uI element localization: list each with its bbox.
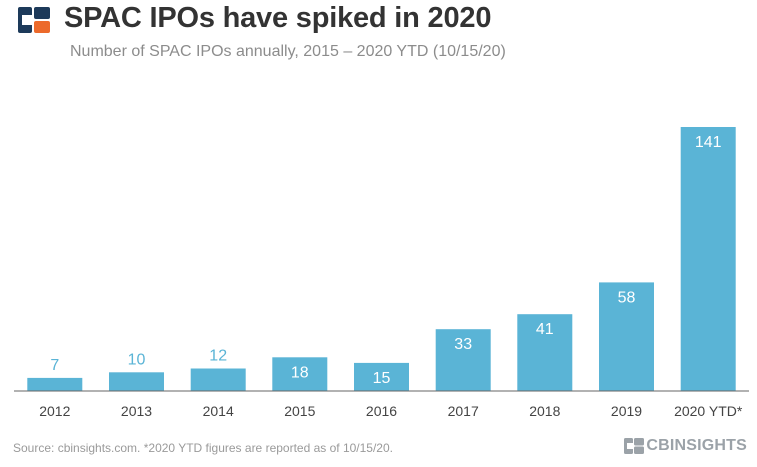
x-tick-label: 2012	[39, 403, 70, 419]
bar-2016	[354, 362, 409, 391]
bar-2018	[517, 314, 573, 391]
x-tick-label: 2014	[203, 403, 234, 419]
page-title: SPAC IPOs have spiked in 2020	[64, 2, 492, 34]
x-tick-label: 2013	[121, 403, 152, 419]
bar-2015	[272, 357, 328, 391]
x-tick-label: 2015	[284, 403, 315, 419]
source-note: Source: cbinsights.com. *2020 YTD figure…	[13, 441, 393, 455]
bar-2019	[599, 282, 654, 391]
bar-2020-ytd	[680, 127, 736, 391]
x-tick-label: 2017	[448, 403, 479, 419]
bar-2014	[190, 368, 246, 391]
data-label: 41	[536, 321, 554, 338]
data-label: 7	[50, 357, 59, 374]
x-tick-label: 2016	[366, 403, 397, 419]
data-label: 10	[128, 351, 146, 368]
data-label: 58	[618, 289, 636, 306]
data-label: 141	[695, 134, 722, 151]
x-tick-label: 2020 YTD*	[674, 403, 743, 419]
cb-insights-logo-icon	[18, 7, 50, 33]
data-label: 12	[209, 348, 227, 365]
bar-2012	[27, 377, 83, 391]
x-tick-label: 2019	[611, 403, 642, 419]
data-label: 33	[454, 336, 472, 353]
brand-mark-icon	[624, 438, 645, 454]
brand-name: CBINSIGHTS	[646, 437, 747, 454]
bar-2017	[435, 329, 491, 391]
data-label: 18	[291, 364, 309, 381]
data-label: 15	[373, 370, 391, 387]
x-tick-label: 2018	[529, 403, 560, 419]
chart-subtitle: Number of SPAC IPOs annually, 2015 – 202…	[70, 43, 506, 60]
bar-2013	[109, 372, 164, 391]
brand-logo: CBINSIGHTS	[624, 436, 747, 456]
